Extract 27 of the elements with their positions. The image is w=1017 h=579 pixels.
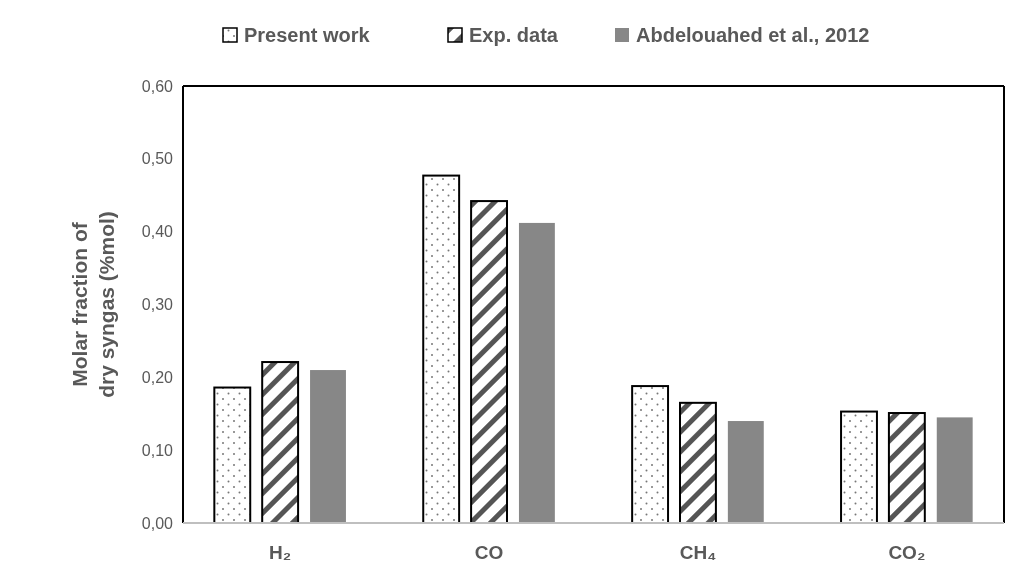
legend-label: Exp. data: [469, 24, 559, 46]
y-tick-label: 0,40: [141, 223, 174, 241]
x-tick-label: CO₂: [888, 542, 926, 563]
bar: [261, 361, 300, 524]
y-axis-title: Molar fraction of dry syngas (%mol): [68, 211, 118, 398]
x-tick-label: H₂: [269, 542, 292, 563]
y-tick-label: 0,00: [141, 514, 174, 532]
y-tick-label: 0,20: [141, 368, 174, 386]
bar: [422, 174, 461, 524]
x-tick-label: CO: [474, 542, 504, 563]
x-tick-label: CH₄: [679, 542, 717, 563]
y-tick-label: 0,50: [141, 150, 174, 168]
y-tick-label: 0,30: [141, 296, 174, 314]
y-tick-label: 0,10: [141, 441, 174, 459]
bar: [679, 401, 717, 524]
bar: [631, 385, 670, 524]
bar: [887, 412, 926, 524]
bar: [936, 417, 973, 523]
bar: [213, 386, 252, 524]
legend-label: Present work: [244, 24, 371, 46]
bar: [310, 370, 346, 523]
bar: [518, 222, 555, 523]
bar: [470, 200, 508, 524]
legend-label: Abdelouahed et al., 2012: [636, 24, 870, 46]
bar: [840, 410, 878, 524]
bar: [727, 421, 764, 523]
y-tick-label: 0,60: [141, 77, 174, 95]
